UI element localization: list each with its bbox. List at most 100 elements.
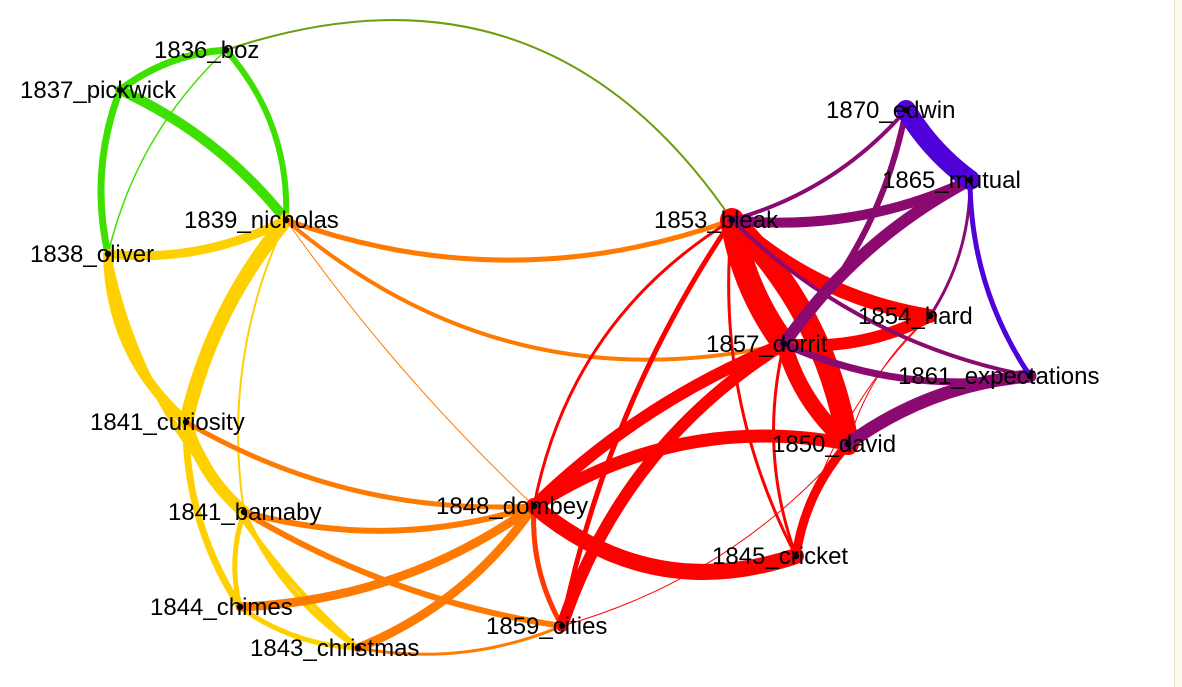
node-dot-cities <box>558 622 566 630</box>
node-christmas: 1843_christmas <box>250 635 419 662</box>
node-label-cricket: 1845_cricket <box>712 543 848 570</box>
node-label-david: 1850_david <box>772 431 896 458</box>
node-dot-expectations <box>1026 372 1034 380</box>
node-label-bleak: 1853_bleak <box>654 207 779 234</box>
node-label-oliver: 1838_oliver <box>30 241 154 268</box>
edge-oliver-curiosity <box>103 249 191 427</box>
node-nicholas: 1839_nicholas <box>184 207 339 234</box>
node-hard: 1854_hard <box>858 303 973 330</box>
node-dot-oliver <box>104 250 112 258</box>
node-dot-nicholas <box>282 216 290 224</box>
edge-nicholas-barnaby <box>237 219 287 513</box>
node-label-christmas: 1843_christmas <box>250 635 419 662</box>
edge-dorrit-edwin <box>781 107 909 347</box>
node-dot-mutual <box>966 176 974 184</box>
edge-dorrit-david <box>776 336 856 452</box>
edge-nicholas-dombey <box>285 219 535 507</box>
edge-cities-dorrit <box>556 338 790 632</box>
edge-dorrit-cricket <box>772 342 798 558</box>
node-bleak: 1853_bleak <box>654 207 779 234</box>
node-dot-curiosity <box>182 418 190 426</box>
edge-bleak-cricket <box>727 218 798 558</box>
edges-layer <box>97 19 1037 656</box>
edge-nicholas-bleak <box>283 217 735 263</box>
edge-chimes-christmas <box>237 604 361 651</box>
node-label-hard: 1854_hard <box>858 303 973 330</box>
edge-dombey-bleak <box>532 218 734 508</box>
edge-dombey-dorrit <box>528 338 790 512</box>
edge-boz-oliver <box>107 49 227 255</box>
page-edge-strip <box>1174 0 1182 687</box>
node-label-cities: 1859_cities <box>486 613 607 640</box>
node-oliver: 1838_oliver <box>30 241 154 268</box>
node-david: 1850_david <box>772 431 896 458</box>
node-label-expectations: 1861_expectations <box>898 363 1100 390</box>
node-label-boz: 1836_boz <box>154 37 259 64</box>
edge-barnaby-christmas <box>241 509 361 651</box>
node-edwin: 1870_edwin <box>826 97 955 124</box>
edge-christmas-dombey <box>353 501 539 653</box>
node-label-chimes: 1844_chimes <box>150 594 293 621</box>
edge-oliver-barnaby <box>105 251 247 515</box>
node-label-dorrit: 1857_dorrit <box>706 331 828 358</box>
node-dot-barnaby <box>240 508 248 516</box>
node-dot-bleak <box>728 216 736 224</box>
edge-dombey-cities <box>531 503 565 629</box>
edge-dombey-david <box>527 429 855 513</box>
edge-boz-nicholas <box>223 47 290 223</box>
edge-hard-cricket <box>795 315 931 557</box>
edge-cities-david <box>561 443 849 627</box>
edge-oliver-nicholas <box>103 215 291 261</box>
node-dorrit: 1857_dorrit <box>706 331 828 358</box>
edge-david-cricket <box>791 439 853 561</box>
edge-mutual-expectations <box>967 177 1033 379</box>
node-mutual: 1865_mutual <box>882 167 1021 194</box>
node-dot-dorrit <box>780 340 788 348</box>
edge-curiosity-chimes <box>182 418 244 611</box>
node-dombey: 1848_dombey <box>436 493 588 520</box>
node-dot-hard <box>926 312 934 320</box>
edge-barnaby-cities <box>241 509 565 629</box>
node-boz: 1836_boz <box>154 37 259 64</box>
node-label-dombey: 1848_dombey <box>436 493 588 520</box>
node-label-barnaby: 1841_barnaby <box>168 499 321 526</box>
edge-cities-bleak <box>559 217 735 629</box>
edge-bleak-expectations <box>730 218 1032 378</box>
node-expectations: 1861_expectations <box>898 363 1100 390</box>
edge-barnaby-chimes <box>232 509 247 610</box>
edge-chimes-dombey <box>235 501 539 612</box>
edge-david-expectations <box>841 369 1037 451</box>
node-label-nicholas: 1839_nicholas <box>184 207 339 234</box>
node-label-pickwick: 1837_pickwick <box>20 77 177 104</box>
node-dot-christmas <box>354 644 362 652</box>
edge-pickwick-oliver <box>97 86 124 258</box>
edge-dorrit-mutual <box>778 174 976 350</box>
edge-boz-bleak <box>225 19 733 221</box>
node-dot-edwin <box>902 106 910 114</box>
node-dot-cricket <box>792 552 800 560</box>
node-dot-david <box>844 440 852 448</box>
edge-bleak-edwin <box>730 108 908 222</box>
edge-curiosity-dombey <box>183 419 537 510</box>
edge-dorrit-hard <box>778 310 936 352</box>
node-dot-dombey <box>530 502 538 510</box>
node-label-mutual: 1865_mutual <box>882 167 1021 194</box>
node-dot-chimes <box>236 603 244 611</box>
nodes-layer: 1836_boz 1837_pickwick 1838_oliver 1839_nic… <box>20 37 1100 662</box>
node-cricket: 1845_cricket <box>712 543 848 570</box>
node-label-edwin: 1870_edwin <box>826 97 955 124</box>
edge-edwin-mutual <box>896 100 980 190</box>
node-cities: 1859_cities <box>486 613 607 640</box>
node-label-curiosity: 1841_curiosity <box>90 409 245 436</box>
node-barnaby: 1841_barnaby <box>168 499 321 526</box>
edge-barnaby-dombey <box>241 503 537 534</box>
node-dot-boz <box>222 46 230 54</box>
edge-christmas-cities <box>356 624 564 656</box>
edge-nicholas-curiosity <box>179 213 293 429</box>
node-curiosity: 1841_curiosity <box>90 409 245 436</box>
edge-dombey-cricket <box>526 498 804 580</box>
edge-boz-pickwick <box>116 46 230 94</box>
edge-pickwick-nicholas <box>115 85 291 225</box>
node-chimes: 1844_chimes <box>150 594 293 621</box>
